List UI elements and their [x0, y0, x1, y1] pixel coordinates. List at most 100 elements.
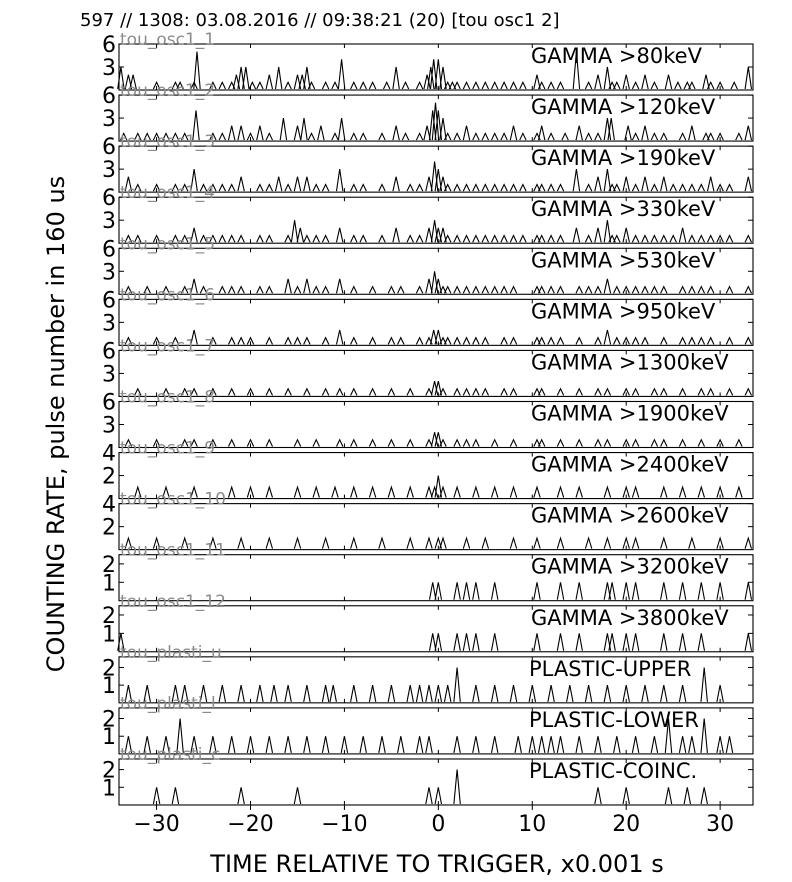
data-peak [337, 118, 346, 141]
data-peak [509, 536, 518, 549]
data-peak [509, 183, 518, 192]
data-peak [176, 718, 184, 753]
data-peak [735, 438, 743, 447]
y-tick-label: 3 [102, 107, 116, 132]
data-peak [434, 475, 443, 498]
data-peak [378, 132, 386, 141]
series-tou_osc1_9 [134, 475, 743, 498]
data-peak [481, 132, 489, 141]
data-peak [678, 387, 687, 396]
data-peak [181, 438, 189, 447]
data-peak [650, 438, 659, 447]
data-peak [134, 234, 142, 243]
data-peak [678, 582, 687, 600]
data-peak [660, 485, 668, 498]
data-peak [265, 536, 274, 549]
data-peak [228, 183, 236, 192]
panel-label: GAMMA >950keV [531, 299, 716, 323]
data-peak [209, 387, 217, 396]
data-peak [218, 132, 226, 141]
data-peak [143, 736, 151, 754]
data-peak [631, 183, 640, 192]
data-peak [303, 66, 311, 90]
data-peak [641, 285, 649, 294]
data-peak [631, 736, 640, 754]
data-peak [439, 227, 447, 243]
data-peak [152, 132, 161, 141]
data-peak [472, 485, 480, 498]
data-peak [190, 227, 198, 243]
data-peak [228, 387, 236, 396]
data-peak [152, 81, 161, 90]
data-peak [406, 536, 414, 549]
data-peak [359, 736, 367, 754]
data-peak [303, 234, 311, 243]
data-peak [430, 220, 439, 243]
data-peak [265, 234, 273, 243]
data-peak [293, 285, 302, 294]
data-peak [547, 234, 555, 243]
y-tick-label: 3 [102, 260, 116, 285]
data-peak [678, 736, 687, 754]
data-peak [444, 183, 452, 192]
data-peak [519, 183, 527, 192]
data-peak [134, 183, 142, 192]
data-peak [387, 336, 396, 345]
data-peak [490, 485, 499, 498]
data-peak [678, 227, 687, 243]
data-peak [265, 736, 274, 754]
data-peak [246, 336, 255, 345]
data-peak [556, 387, 565, 396]
chart-title: 597 // 1308: 03.08.2016 // 09:38:21 (20)… [80, 10, 560, 31]
data-peak [700, 787, 708, 805]
data-peak [350, 132, 358, 141]
data-peak [622, 633, 630, 651]
data-peak [209, 536, 217, 549]
data-peak [383, 81, 391, 90]
data-peak [331, 81, 339, 90]
data-peak [453, 387, 461, 396]
data-peak [265, 336, 273, 345]
data-peak [594, 176, 602, 192]
data-peak [707, 81, 715, 90]
data-peak [190, 278, 198, 294]
panel-frame [118, 503, 754, 551]
data-peak [209, 132, 217, 141]
series-tou_osc1_2 [120, 102, 753, 141]
data-peak [434, 380, 443, 396]
data-peak [176, 81, 184, 90]
data-peak [716, 81, 724, 90]
data-peak [481, 336, 489, 345]
data-peak [284, 387, 292, 396]
data-peak [678, 132, 687, 141]
data-peak [340, 736, 349, 754]
data-peak [337, 59, 346, 90]
data-peak [434, 633, 443, 651]
data-peak [335, 329, 344, 345]
data-peak [425, 438, 433, 447]
y-tick-label: 6 [102, 33, 116, 58]
data-peak [434, 582, 443, 600]
data-peak [270, 684, 278, 702]
data-peak [500, 336, 508, 345]
data-peak [547, 285, 555, 294]
data-peak [425, 227, 433, 243]
data-peak [124, 736, 133, 754]
series-tou_osc1_5 [124, 271, 752, 294]
data-peak [415, 336, 424, 345]
data-peak [265, 74, 274, 90]
data-peak [664, 718, 673, 753]
data-peak [538, 81, 546, 90]
y-tick-label: 6 [102, 288, 116, 313]
data-peak [415, 684, 424, 702]
panel-6: 36 tou_osc1_6 GAMMA >950keV [102, 285, 754, 346]
data-peak [697, 438, 705, 447]
data-peak [427, 66, 435, 90]
data-peak [725, 336, 734, 345]
data-peak [613, 336, 621, 345]
data-peak [603, 684, 612, 702]
panel-frame [118, 707, 754, 755]
data-peak [425, 736, 433, 754]
